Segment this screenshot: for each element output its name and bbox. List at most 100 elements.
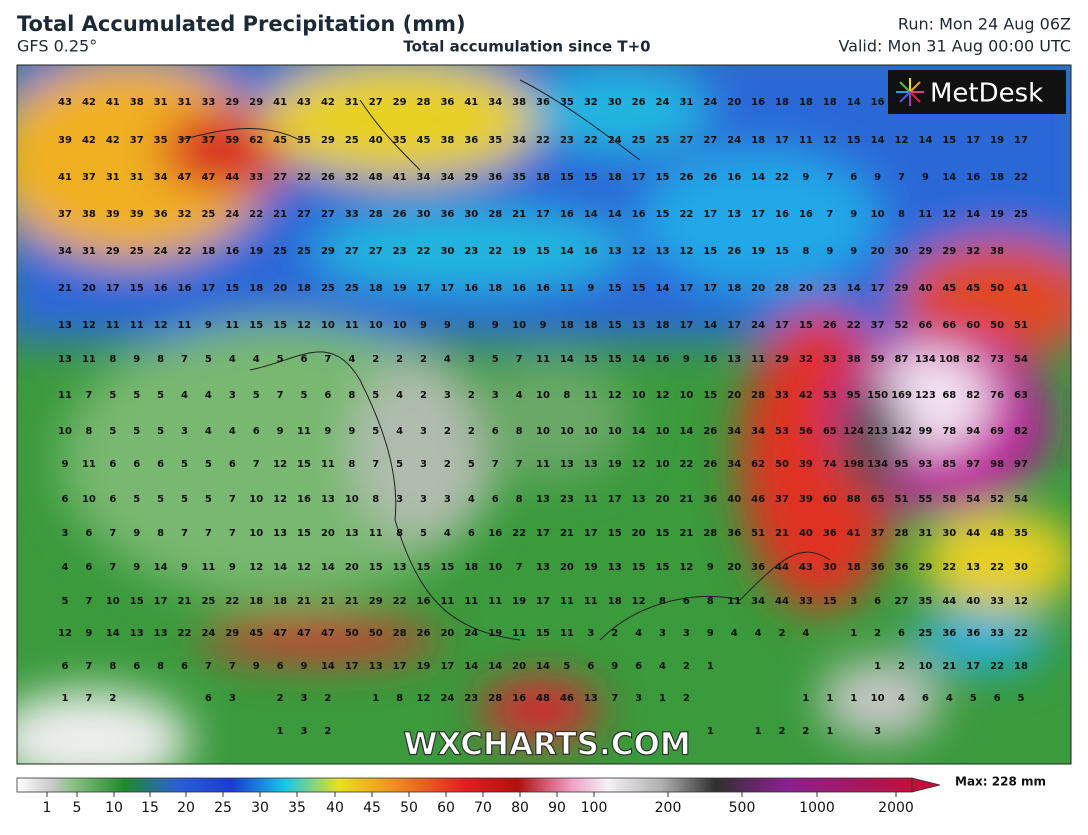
grid-value: 27	[369, 97, 383, 108]
grid-value: 9	[874, 172, 881, 183]
grid-value: 7	[492, 459, 499, 470]
grid-value: 8	[396, 528, 403, 539]
grid-value: 11	[536, 354, 550, 365]
grid-value: 76	[990, 390, 1004, 401]
grid-value: 53	[775, 426, 789, 437]
grid-value: 16	[178, 283, 192, 294]
grid-value: 12	[297, 320, 311, 331]
grid-value: 7	[611, 693, 618, 704]
grid-value: 12	[82, 320, 96, 331]
grid-value: 15	[584, 354, 598, 365]
grid-value: 15	[608, 283, 622, 294]
grid-value: 63	[1014, 390, 1028, 401]
grid-value: 1	[372, 693, 379, 704]
grid-value: 16	[775, 209, 789, 220]
grid-value: 19	[417, 661, 431, 672]
grid-value: 36	[488, 172, 502, 183]
grid-value: 30	[895, 246, 909, 257]
grid-value: 11	[560, 628, 574, 639]
grid-value: 5	[970, 693, 977, 704]
grid-value: 10	[106, 596, 120, 607]
grid-value: 6	[994, 693, 1001, 704]
grid-value: 55	[918, 494, 932, 505]
grid-value: 9	[133, 528, 140, 539]
grid-value: 13	[58, 320, 72, 331]
grid-value: 6	[683, 596, 690, 607]
grid-value: 7	[516, 562, 523, 573]
grid-value: 46	[560, 693, 574, 704]
grid-value: 18	[560, 320, 574, 331]
grid-value: 28	[369, 209, 383, 220]
grid-value: 32	[799, 354, 813, 365]
grid-value: 34	[440, 172, 454, 183]
grid-value: 17	[440, 283, 454, 294]
grid-value: 41	[58, 172, 72, 183]
grid-value: 18	[847, 562, 861, 573]
grid-value: 4	[205, 390, 212, 401]
grid-value: 22	[679, 209, 693, 220]
grid-value: 1	[850, 628, 857, 639]
grid-value: 8	[396, 693, 403, 704]
grid-value: 40	[799, 528, 813, 539]
max-label: Max: 228 mm	[955, 775, 1046, 789]
grid-value: 26	[321, 172, 335, 183]
grid-value: 11	[464, 596, 478, 607]
grid-value: 38	[847, 354, 861, 365]
grid-value: 5	[133, 390, 140, 401]
grid-value: 18	[608, 172, 622, 183]
grid-value: 27	[321, 209, 335, 220]
grid-value: 15	[249, 320, 263, 331]
grid-value: 4	[802, 628, 809, 639]
grid-value: 34	[751, 596, 765, 607]
grid-value: 21	[321, 596, 335, 607]
grid-value: 6	[898, 628, 905, 639]
grid-value: 27	[703, 135, 717, 146]
grid-value: 21	[297, 596, 311, 607]
grid-value: 54	[1014, 354, 1028, 365]
grid-value: 6	[62, 494, 69, 505]
grid-value: 20	[656, 494, 670, 505]
grid-value: 33	[990, 596, 1004, 607]
grid-value: 32	[178, 209, 192, 220]
grid-value: 28	[751, 390, 765, 401]
grid-value: 40	[727, 494, 741, 505]
grid-value: 14	[560, 354, 574, 365]
grid-value: 5	[372, 426, 379, 437]
grid-value: 18	[1014, 661, 1028, 672]
grid-value: 20	[82, 283, 96, 294]
grid-value: 11	[584, 596, 598, 607]
grid-value: 8	[85, 426, 92, 437]
grid-value: 54	[1014, 494, 1028, 505]
grid-value: 21	[178, 596, 192, 607]
grid-value: 2	[683, 661, 690, 672]
colorbar-label: 90	[548, 800, 566, 816]
grid-value: 12	[679, 246, 693, 257]
grid-value: 45	[249, 628, 263, 639]
grid-value: 8	[348, 459, 355, 470]
grid-value: 17	[536, 209, 550, 220]
grid-value: 17	[871, 283, 885, 294]
grid-value: 28	[417, 97, 431, 108]
grid-value: 37	[775, 494, 789, 505]
grid-value: 4	[396, 426, 403, 437]
grid-value: 40	[369, 135, 383, 146]
grid-value: 11	[345, 320, 359, 331]
grid-value: 10	[560, 426, 574, 437]
grid-value: 7	[229, 661, 236, 672]
grid-value: 22	[1014, 628, 1028, 639]
grid-value: 15	[536, 246, 550, 257]
grid-value: 8	[157, 528, 164, 539]
grid-value: 3	[420, 459, 427, 470]
grid-value: 51	[895, 494, 909, 505]
grid-value: 31	[918, 528, 932, 539]
grid-value: 35	[393, 135, 407, 146]
grid-value: 7	[372, 459, 379, 470]
grid-value: 7	[229, 494, 236, 505]
grid-value: 16	[512, 283, 526, 294]
grid-value: 18	[488, 283, 502, 294]
grid-value: 12	[895, 135, 909, 146]
grid-value: 15	[369, 562, 383, 573]
grid-value: 11	[201, 562, 215, 573]
grid-value: 18	[584, 320, 598, 331]
grid-value: 6	[133, 459, 140, 470]
